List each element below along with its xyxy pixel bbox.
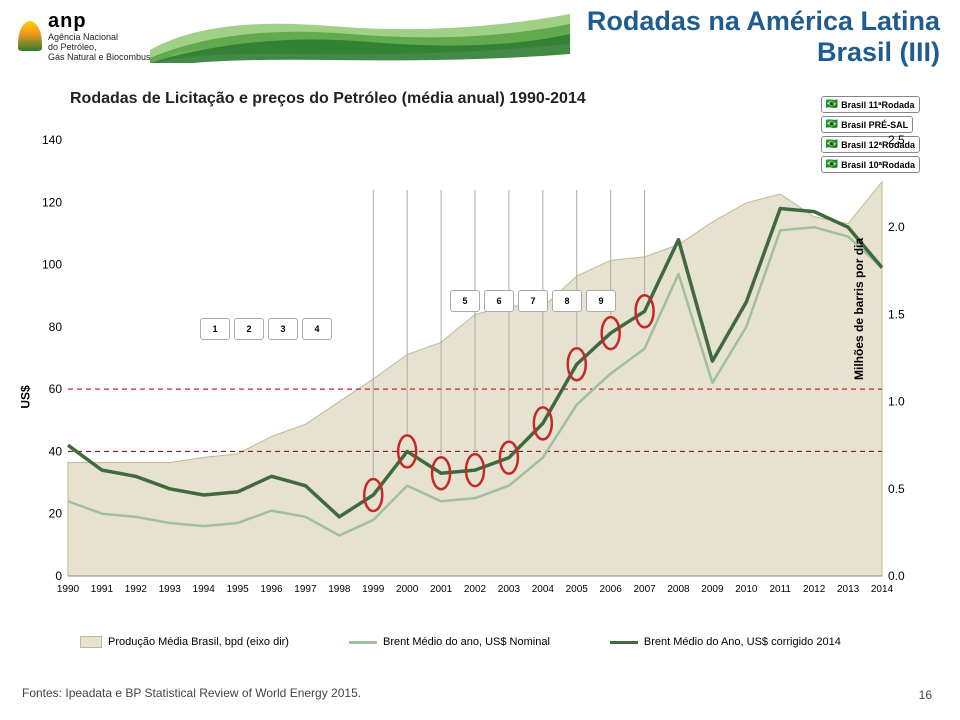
y-right-axis-label: Milhões de barris por dia — [852, 238, 866, 380]
legend-swatch — [80, 636, 102, 648]
x-tick: 2012 — [803, 584, 826, 595]
round-icons-row-b: 56789 — [450, 290, 616, 312]
legend-swatch — [610, 641, 638, 644]
y-right-tick: 0.0 — [888, 569, 905, 583]
brazil-flag-icon: 🇧🇷 — [826, 99, 838, 110]
green-swoosh-graphic — [150, 8, 570, 63]
x-tick: 2006 — [600, 584, 623, 595]
flame-icon — [18, 21, 42, 51]
x-tick: 2003 — [498, 584, 521, 595]
legend-label: Brent Médio do ano, US$ Nominal — [383, 636, 550, 648]
y-left-tick: 100 — [42, 258, 62, 272]
round-icon-2: 2 — [234, 318, 264, 340]
title-line-2: Brasil (III) — [587, 37, 940, 68]
y-left-tick: 20 — [49, 507, 63, 521]
legend-item: Produção Média Brasil, bpd (eixo dir) — [80, 636, 289, 648]
title-line-1: Rodadas na América Latina — [587, 6, 940, 37]
x-tick: 2010 — [735, 584, 758, 595]
x-tick: 1999 — [362, 584, 385, 595]
y-left-tick: 0 — [55, 569, 62, 583]
y-right-tick: 2.0 — [888, 220, 905, 234]
x-tick: 1995 — [226, 584, 249, 595]
chart-svg: 0 20 40 60 80 100 120 140 0.0 0.5 1.0 1.5 2.0 2.5 1990… — [20, 130, 940, 630]
x-tick: 1992 — [125, 584, 148, 595]
chart-container: US$ Milhões de barris por dia 0 20 40 60 80 1… — [20, 130, 940, 630]
legend-item: Brent Médio do ano, US$ Nominal — [349, 636, 550, 648]
round-icon-7: 7 — [518, 290, 548, 312]
round-icon-4: 4 — [302, 318, 332, 340]
x-tick: 1993 — [159, 584, 182, 595]
y-right-tick: 2.5 — [888, 133, 905, 147]
x-tick: 1991 — [91, 584, 114, 595]
round-icon-6: 6 — [484, 290, 514, 312]
slide-title: Rodadas na América Latina Brasil (III) — [587, 6, 940, 68]
anp-logo: anp Agência Nacional do Petróleo, Gás Na… — [18, 10, 172, 63]
slide-header: anp Agência Nacional do Petróleo, Gás Na… — [0, 0, 960, 80]
x-tick: 2002 — [464, 584, 487, 595]
round-icon-1: 1 — [200, 318, 230, 340]
y-right-tick: 0.5 — [888, 482, 905, 496]
y-left-tick: 120 — [42, 195, 62, 209]
round-icons-row-a: 1234 — [200, 318, 332, 340]
x-tick: 1996 — [260, 584, 283, 595]
footer-source: Fontes: Ipeadata e BP Statistical Review… — [22, 686, 361, 700]
x-tick: 2007 — [633, 584, 656, 595]
y-left-tick: 40 — [49, 444, 63, 458]
y-right-tick: 1.5 — [888, 307, 905, 321]
x-tick: 2014 — [871, 584, 894, 595]
y-left-axis-label: US$ — [19, 385, 33, 408]
x-tick: 2005 — [566, 584, 589, 595]
x-tick: 2004 — [532, 584, 555, 595]
x-tick: 2009 — [701, 584, 724, 595]
x-tick: 1997 — [294, 584, 317, 595]
legend-item: Brent Médio do Ano, US$ corrigido 2014 — [610, 636, 841, 648]
x-tick: 1998 — [328, 584, 351, 595]
round-icon-5: 5 — [450, 290, 480, 312]
brazil-flag-icon: 🇧🇷 — [826, 119, 838, 130]
legend-swatch — [349, 641, 377, 644]
x-tick: 1990 — [57, 584, 80, 595]
y-left-tick: 60 — [49, 382, 63, 396]
y-right-tick: 1.0 — [888, 395, 905, 409]
round-badge: 🇧🇷Brasil 11ªRodada — [821, 96, 920, 113]
x-tick: 2011 — [769, 584, 791, 595]
page-number: 16 — [919, 688, 932, 702]
x-tick: 2000 — [396, 584, 419, 595]
legend-label: Brent Médio do Ano, US$ corrigido 2014 — [644, 636, 841, 648]
y-left-tick: 140 — [42, 133, 62, 147]
round-icon-8: 8 — [552, 290, 582, 312]
round-icon-9: 9 — [586, 290, 616, 312]
legend-label: Produção Média Brasil, bpd (eixo dir) — [108, 636, 289, 648]
legend: Produção Média Brasil, bpd (eixo dir) Bre… — [80, 636, 841, 648]
chart-subtitle: Rodadas de Licitação e preços do Petróle… — [70, 90, 586, 108]
x-tick: 2001 — [430, 584, 453, 595]
x-tick: 2013 — [837, 584, 860, 595]
x-tick: 1994 — [193, 584, 216, 595]
y-left-tick: 80 — [49, 320, 63, 334]
x-tick: 2008 — [667, 584, 690, 595]
round-icon-3: 3 — [268, 318, 298, 340]
